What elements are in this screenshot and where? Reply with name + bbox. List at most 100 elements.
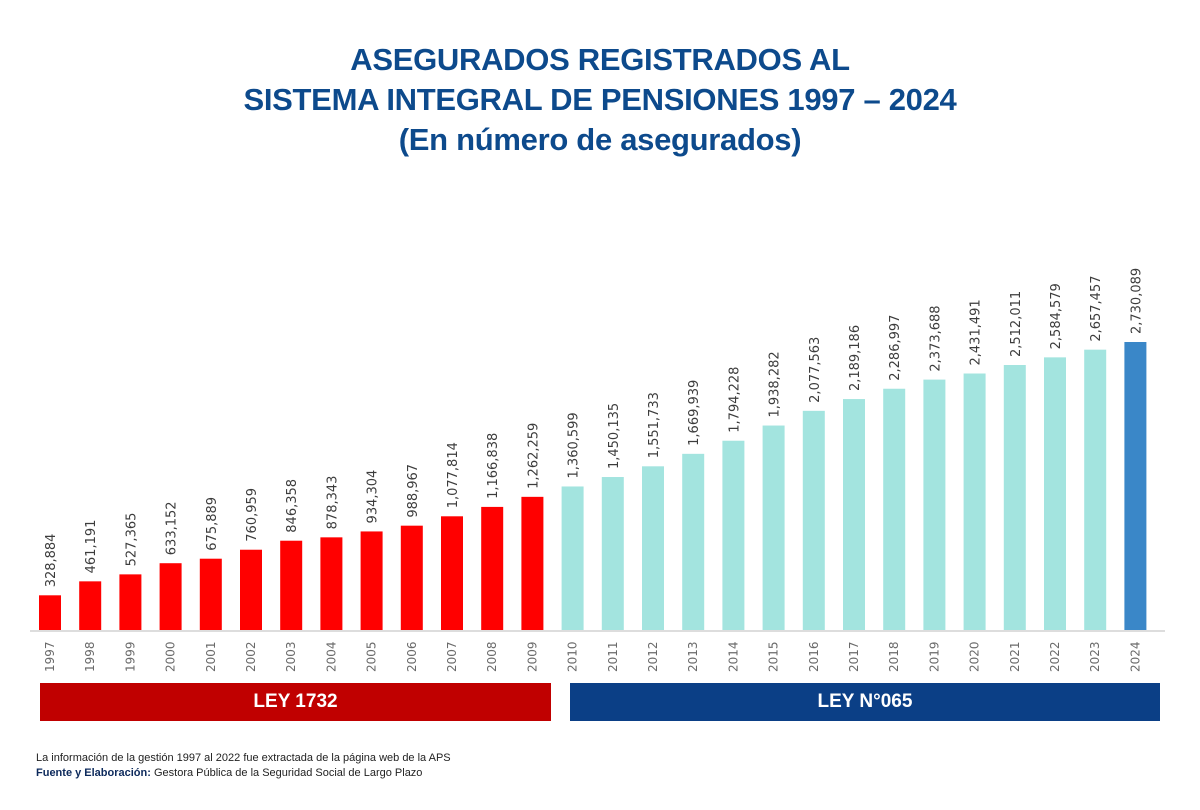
x-tick-2021: 2021 bbox=[1008, 641, 1022, 672]
bar-2009 bbox=[521, 496, 544, 630]
value-label-2023: 2,657,457 bbox=[1089, 275, 1104, 341]
x-tick-2006: 2006 bbox=[405, 641, 419, 672]
bar-2015 bbox=[762, 425, 785, 630]
value-label-2024: 2,730,089 bbox=[1129, 268, 1144, 334]
value-label-2004: 878,343 bbox=[325, 476, 340, 530]
bar-2024 bbox=[1124, 342, 1147, 630]
x-tick-1999: 1999 bbox=[123, 641, 137, 672]
footer: La información de la gestión 1997 al 202… bbox=[36, 751, 451, 781]
bar-2011 bbox=[601, 477, 624, 630]
x-tick-2004: 2004 bbox=[324, 641, 338, 672]
footer-source-label: Fuente y Elaboración: bbox=[36, 767, 151, 779]
x-tick-2020: 2020 bbox=[968, 641, 982, 672]
x-tick-1997: 1997 bbox=[43, 641, 57, 672]
title-subtitle: (En número de asegurados) bbox=[398, 122, 802, 157]
x-tick-1998: 1998 bbox=[83, 641, 97, 672]
value-label-2021: 2,512,011 bbox=[1009, 291, 1024, 357]
bar-2007 bbox=[441, 516, 463, 630]
x-tick-labels-group: 1997 1998 1999 2000 2001 2002 2003 2004 2005 2006… bbox=[43, 641, 1142, 672]
value-label-2019: 2,373,688 bbox=[928, 305, 943, 371]
x-tick-2019: 2019 bbox=[927, 641, 941, 672]
value-label-2000: 633,152 bbox=[165, 501, 180, 555]
x-tick-2011: 2011 bbox=[606, 641, 620, 672]
bar-2018 bbox=[883, 388, 906, 630]
value-label-2020: 2,431,491 bbox=[969, 299, 984, 365]
x-tick-2015: 2015 bbox=[767, 641, 781, 672]
bar-2002 bbox=[240, 549, 262, 630]
bar-2021 bbox=[1003, 365, 1026, 630]
x-tick-2017: 2017 bbox=[847, 641, 861, 672]
bar-2010 bbox=[561, 486, 584, 630]
value-label-2014: 1,794,228 bbox=[727, 367, 742, 433]
bars-group bbox=[39, 342, 1147, 630]
x-tick-2013: 2013 bbox=[686, 641, 700, 672]
value-label-2017: 2,189,186 bbox=[848, 325, 863, 391]
value-label-2015: 1,938,282 bbox=[768, 351, 783, 417]
chart-title: ASEGURADOS REGISTRADOS AL SISTEMA INTEGR… bbox=[0, 40, 1200, 160]
title-line-2: SISTEMA INTEGRAL DE PENSIONES 1997 – 202… bbox=[243, 82, 957, 117]
value-labels-group: 328,884 461,191 527,365 633,152 675,889 760,9… bbox=[44, 268, 1144, 587]
bar-2019 bbox=[923, 379, 946, 630]
ley-1732-band: LEY 1732 bbox=[40, 683, 551, 721]
x-tick-2008: 2008 bbox=[485, 641, 499, 672]
footer-note: La información de la gestión 1997 al 202… bbox=[36, 752, 451, 764]
value-label-1997: 328,884 bbox=[44, 534, 59, 588]
value-label-1998: 461,191 bbox=[84, 520, 99, 574]
bar-1999 bbox=[119, 574, 142, 630]
bar-2013 bbox=[682, 453, 705, 630]
x-tick-2002: 2002 bbox=[244, 641, 258, 672]
value-label-2012: 1,551,733 bbox=[647, 392, 662, 458]
value-label-2002: 760,959 bbox=[245, 488, 260, 542]
value-label-2007: 1,077,814 bbox=[446, 442, 461, 508]
x-tick-2014: 2014 bbox=[726, 641, 740, 672]
value-label-2005: 934,304 bbox=[366, 470, 381, 524]
footer-source-text: Gestora Pública de la Seguridad Social d… bbox=[150, 767, 423, 779]
x-tick-2022: 2022 bbox=[1048, 641, 1062, 672]
x-tick-2023: 2023 bbox=[1088, 641, 1102, 672]
x-tick-2009: 2009 bbox=[525, 641, 539, 672]
x-tick-2001: 2001 bbox=[204, 641, 218, 672]
bar-2022 bbox=[1044, 357, 1066, 630]
x-tick-2005: 2005 bbox=[365, 641, 379, 672]
ley-1732-label: LEY 1732 bbox=[253, 691, 338, 712]
value-label-2016: 2,077,563 bbox=[808, 337, 823, 403]
footer-source: Fuente y Elaboración: Gestora Pública de… bbox=[36, 766, 451, 781]
bar-2023 bbox=[1084, 349, 1107, 630]
bar-2014 bbox=[722, 440, 745, 630]
value-label-2022: 2,584,579 bbox=[1049, 283, 1064, 349]
bar-2016 bbox=[802, 410, 825, 630]
x-tick-2007: 2007 bbox=[445, 641, 459, 672]
value-label-2009: 1,262,259 bbox=[526, 423, 541, 489]
bar-2012 bbox=[642, 466, 664, 630]
value-label-2010: 1,360,599 bbox=[567, 412, 582, 478]
bar-2001 bbox=[199, 558, 222, 630]
value-label-2018: 2,286,997 bbox=[888, 315, 903, 381]
value-label-1999: 527,365 bbox=[124, 513, 139, 567]
x-tick-2018: 2018 bbox=[887, 641, 901, 672]
bar-2004 bbox=[320, 537, 343, 630]
x-tick-2016: 2016 bbox=[807, 641, 821, 672]
x-tick-2003: 2003 bbox=[284, 641, 298, 672]
bar-2017 bbox=[843, 399, 865, 630]
value-label-2011: 1,450,135 bbox=[607, 403, 622, 469]
value-label-2008: 1,166,838 bbox=[486, 433, 501, 499]
bar-2000 bbox=[159, 563, 182, 630]
value-label-2003: 846,358 bbox=[285, 479, 300, 533]
value-label-2006: 988,967 bbox=[406, 464, 421, 518]
ley-065-label: LEY N°065 bbox=[817, 691, 913, 712]
bar-2008 bbox=[481, 506, 504, 630]
value-label-2013: 1,669,939 bbox=[687, 380, 702, 446]
title-line-1: ASEGURADOS REGISTRADOS AL bbox=[350, 42, 850, 77]
x-tick-2024: 2024 bbox=[1128, 641, 1142, 672]
bar-1998 bbox=[79, 581, 102, 630]
value-label-2001: 675,889 bbox=[205, 497, 220, 551]
bar-2005 bbox=[360, 531, 383, 630]
x-tick-2010: 2010 bbox=[566, 641, 580, 672]
bar-2020 bbox=[963, 373, 986, 630]
bar-2003 bbox=[280, 540, 303, 630]
bar-1997 bbox=[39, 595, 61, 630]
ley-065-band: LEY N°065 bbox=[570, 683, 1160, 721]
x-tick-2000: 2000 bbox=[164, 641, 178, 672]
bar-2006 bbox=[400, 525, 423, 630]
bar-chart: 328,884 461,191 527,365 633,152 675,889 760,9… bbox=[30, 268, 1165, 672]
